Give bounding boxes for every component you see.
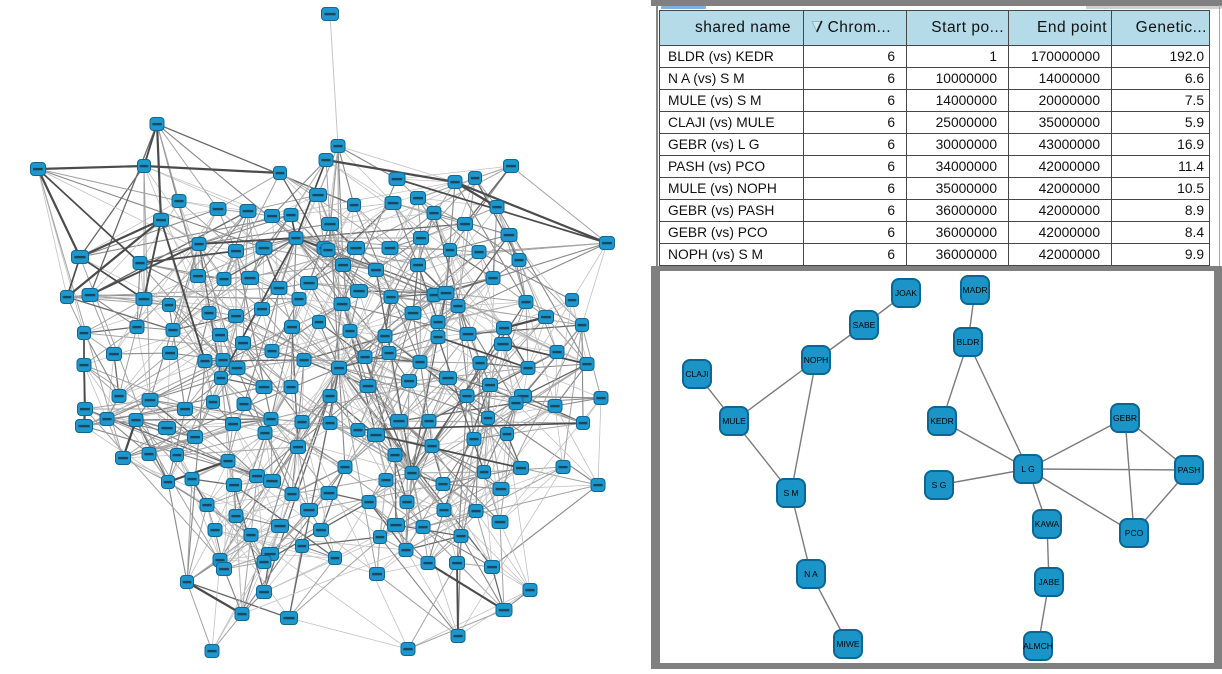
svg-text:S M: S M [783, 488, 798, 498]
svg-text:L G: L G [1021, 464, 1034, 474]
svg-text:BLDR: BLDR [957, 337, 980, 347]
svg-text:PASH: PASH [1178, 465, 1201, 475]
svg-text:MIWE: MIWE [836, 639, 859, 649]
svg-text:MULE: MULE [722, 416, 746, 426]
svg-text:MADR: MADR [962, 285, 987, 295]
svg-text:KAWA: KAWA [1035, 519, 1060, 529]
svg-text:SABE: SABE [853, 320, 876, 330]
svg-text:JOAK: JOAK [895, 288, 918, 298]
svg-text:S G: S G [932, 480, 947, 490]
svg-text:N A: N A [804, 569, 818, 579]
svg-text:JABE: JABE [1038, 577, 1060, 587]
svg-text:PCO: PCO [1125, 528, 1144, 538]
svg-text:GEBR: GEBR [1113, 413, 1137, 423]
svg-text:CLAJI: CLAJI [685, 369, 708, 379]
svg-text:ALMCH: ALMCH [1023, 641, 1053, 651]
svg-text:KEDR: KEDR [930, 416, 954, 426]
svg-text:NOPH: NOPH [804, 355, 829, 365]
